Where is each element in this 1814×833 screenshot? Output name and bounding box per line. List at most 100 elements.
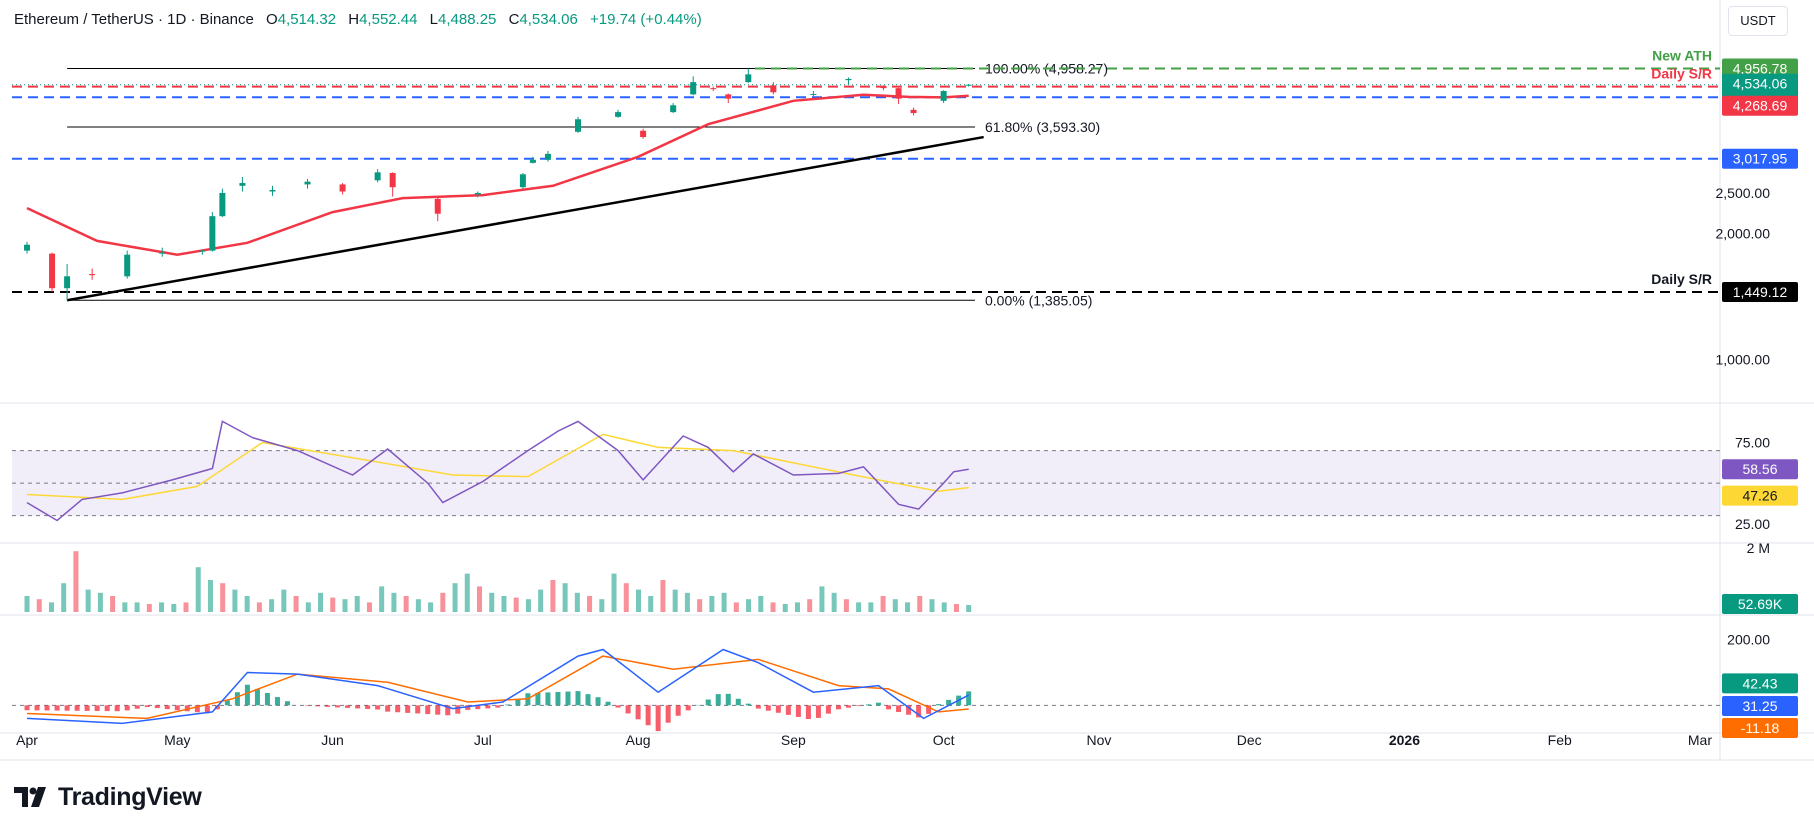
macd-histogram-bar: [715, 694, 721, 706]
level-tag-bg: [1722, 282, 1798, 303]
level-label: Daily S/R: [1651, 271, 1712, 287]
time-tick-label: Oct: [933, 732, 955, 748]
macd-histogram-bar: [84, 705, 90, 711]
candle-body: [725, 94, 732, 99]
volume-bar: [562, 583, 568, 612]
volume-bar: [97, 592, 103, 612]
macd-histogram-bar: [194, 705, 200, 713]
macd-histogram-bar: [204, 705, 210, 714]
volume-bar: [794, 602, 800, 612]
volume-bar: [342, 599, 348, 612]
change-value: +19.74 (+0.44%): [589, 11, 702, 28]
candle-body: [574, 119, 581, 132]
candle-body: [910, 109, 917, 114]
currency-button[interactable]: USDT: [1728, 6, 1788, 36]
time-tick-label: Nov: [1086, 732, 1111, 748]
volume-panel: [24, 551, 972, 612]
low-label: L: [429, 11, 438, 28]
rsi-tick-label: 75.00: [1735, 435, 1770, 451]
level-label: Daily S/R: [1651, 66, 1712, 82]
symbol-title[interactable]: Ethereum / TetherUS · 1D · Binance: [14, 11, 254, 28]
macd-histogram-bar: [244, 684, 250, 706]
volume-bar: [917, 596, 923, 612]
time-tick-label: Feb: [1548, 732, 1572, 748]
time-tick-label: Dec: [1237, 732, 1262, 748]
low-value: 4,488.25: [438, 11, 497, 28]
volume-bar: [464, 573, 470, 612]
volume-tick-label: 2 M: [1747, 540, 1770, 556]
macd-histogram-bar: [495, 705, 501, 708]
candle-body: [199, 250, 206, 252]
macd-histogram-bar: [585, 694, 591, 706]
macd-histogram-bar: [44, 705, 50, 711]
close-value: 4,534.06: [519, 11, 578, 28]
volume-bar: [684, 592, 690, 612]
price-tick-label: 2,500.00: [1716, 185, 1771, 201]
volume-tag: 52.69K: [1738, 596, 1783, 612]
macd-histogram-bar: [725, 693, 731, 706]
volume-bar: [831, 592, 837, 612]
volume-bar: [146, 604, 152, 612]
macd-histogram-bar: [74, 705, 80, 711]
volume-bar: [746, 599, 752, 612]
rsi-ma-tag-bg: [1722, 485, 1798, 506]
candle-body: [745, 74, 752, 83]
high-value: 4,552.44: [359, 11, 418, 28]
macd-histogram-bar: [775, 705, 781, 713]
macd-histogram-bar: [605, 701, 611, 706]
rsi-ma-line: [26, 433, 969, 501]
volume-bar: [48, 602, 54, 612]
volume-bar: [379, 586, 385, 612]
volume-bar: [171, 604, 177, 612]
level-tag-bg: [1722, 58, 1798, 79]
moving-average-line: [26, 93, 969, 256]
ma-tag-bg: [1722, 95, 1798, 116]
candle-body: [895, 88, 902, 99]
macd-histogram-bar: [936, 704, 942, 706]
volume-bar: [232, 589, 238, 612]
price-panel: 100.00% (4,958.27)61.80% (3,593.30)0.00%…: [12, 48, 1720, 308]
price-tick-label: 2,000.00: [1716, 225, 1771, 241]
rsi-tag-bg: [1722, 459, 1798, 480]
macd-histogram-bar: [94, 705, 100, 711]
volume-bar: [905, 602, 911, 612]
volume-bar: [330, 597, 336, 612]
macd-histogram-bar: [385, 705, 391, 712]
volume-bar: [61, 583, 67, 612]
volume-bar: [366, 602, 372, 612]
candle-body: [434, 198, 441, 214]
volume-bar: [195, 567, 201, 612]
candle-body: [845, 78, 852, 81]
volume-bar: [648, 596, 654, 612]
ascending-trendline: [66, 135, 984, 302]
volume-bar: [966, 604, 972, 612]
volume-bar: [880, 596, 886, 612]
time-tick-label: 2026: [1389, 732, 1420, 748]
candle-body: [219, 192, 226, 217]
macd-hist-tag-bg: [1722, 673, 1798, 694]
close-label: C: [508, 11, 520, 28]
volume-bar: [770, 602, 776, 612]
macd-tag-bg: [1722, 696, 1798, 717]
macd-histogram-bar: [765, 705, 771, 711]
tradingview-logo[interactable]: TradingView: [14, 783, 202, 811]
volume-bar: [574, 592, 580, 612]
volume-bar: [269, 599, 275, 612]
macd-histogram-bar: [966, 691, 972, 706]
macd-histogram-bar: [395, 705, 401, 713]
fib-label: 61.80% (3,593.30): [985, 119, 1100, 135]
macd-histogram-bar: [825, 705, 831, 714]
macd-histogram-bar: [655, 705, 661, 732]
macd-histogram-bar: [876, 702, 882, 706]
macd-histogram-bar: [855, 705, 861, 707]
level-tag: 4,956.78: [1733, 61, 1788, 77]
volume-bar: [440, 592, 446, 612]
volume-bar: [550, 580, 556, 612]
candle-body: [89, 274, 96, 276]
candle-body: [339, 184, 346, 192]
macd-histogram-bar: [916, 705, 922, 718]
candle-body: [615, 112, 622, 117]
macd-histogram-bar: [926, 705, 932, 714]
volume-bar: [477, 586, 483, 612]
